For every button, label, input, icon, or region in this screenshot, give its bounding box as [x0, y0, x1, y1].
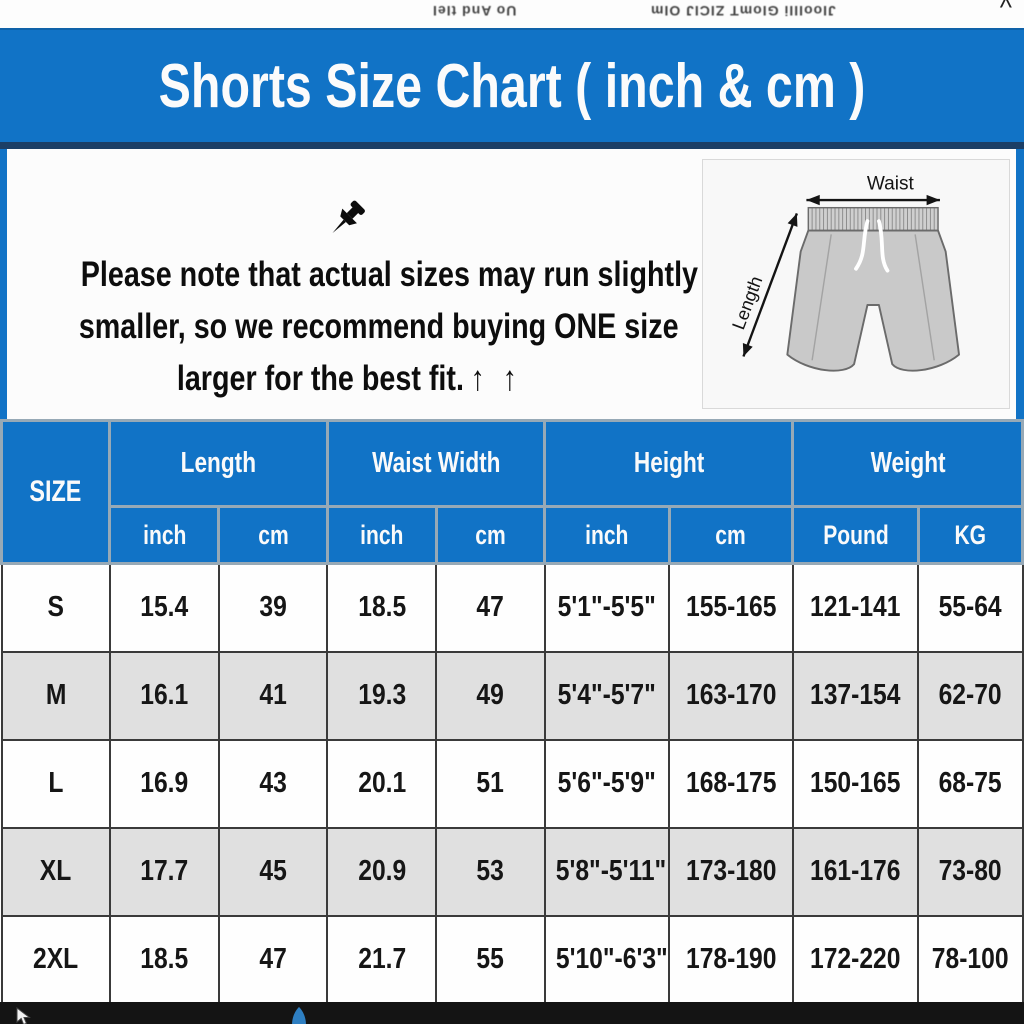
header-height: Height — [543, 419, 795, 508]
header-size: SIZE — [0, 419, 112, 565]
header-unit: KG — [916, 505, 1024, 565]
table-row-s: S 15.4 39 18.5 47 5'1"-5'5" 155-165 121-… — [0, 562, 1024, 653]
chevron-up-icon[interactable]: ^ — [999, 0, 1012, 22]
size-note: Please note that actual sizes may run sl… — [13, 197, 698, 405]
length-arrow — [742, 212, 798, 357]
cell-size: 2XL — [0, 914, 111, 1002]
bottom-bar — [0, 1002, 1024, 1024]
blue-pin-icon — [292, 1007, 306, 1024]
header-unit: Pound — [791, 505, 920, 565]
table-row-m: M 16.1 41 19.3 49 5'4"-5'7" 163-170 137-… — [0, 650, 1024, 741]
note-line-1: Please note that actual sizes may run sl… — [13, 197, 698, 301]
header-unit: cm — [217, 505, 329, 565]
length-label: Length — [728, 273, 766, 332]
pushpin-icon — [332, 200, 365, 234]
garbled-text-left: Uo And tIeI — [432, 3, 517, 19]
mouse-cursor-icon — [16, 1007, 31, 1024]
shorts-measurement-diagram: Waist Length — [702, 159, 1010, 409]
cell-size: M — [0, 650, 111, 741]
table-row-2xl: 2XL 18.5 47 21.7 55 5'10"-6'3" 178-190 1… — [0, 914, 1024, 1002]
top-strip: Uo And tIeI JIooIIIi GIomT ZICIJ OIm ^ — [0, 0, 1024, 28]
cell-size: L — [0, 738, 111, 829]
up-arrows-icon: ↑ ↑ — [470, 359, 522, 398]
note-and-diagram-section: Please note that actual sizes may run sl… — [0, 149, 1024, 419]
banner: Shorts Size Chart ( inch & cm ) — [0, 28, 1024, 149]
shorts-illustration: Waist Length — [728, 174, 960, 372]
header-group-row: SIZE Length Waist Width Height Weight — [0, 419, 1024, 565]
note-line-2: smaller, so we recommend buying ONE size — [78, 307, 679, 346]
header-unit: inch — [325, 505, 438, 565]
waist-label: Waist — [867, 174, 915, 195]
cell-size: XL — [0, 826, 111, 917]
shorts-waistband — [807, 206, 939, 232]
header-waist-width: Waist Width — [325, 419, 547, 508]
header-length: Length — [108, 419, 329, 508]
table-row-l: L 16.9 43 20.1 51 5'6"-5'9" 168-175 150-… — [0, 738, 1024, 829]
header-weight: Weight — [791, 419, 1024, 508]
header-unit-row: inch cm inch cm inch cm Pound KG — [2, 505, 1024, 565]
note-line-3: larger for the best fit. ↑ ↑ — [176, 359, 522, 398]
table-row-xl: XL 17.7 45 20.9 53 5'8"-5'11" 173-180 16… — [0, 826, 1024, 917]
size-table-wrap: SIZE Length Waist Width Height Weight in… — [0, 419, 1024, 1002]
drawstring — [876, 219, 890, 273]
page-title: Shorts Size Chart ( inch & cm ) — [158, 51, 866, 121]
cell-size: S — [0, 562, 111, 653]
size-table: SIZE Length Waist Width Height Weight in… — [0, 419, 1024, 1002]
header-unit: inch — [543, 505, 671, 565]
drawstring — [854, 219, 870, 271]
header-unit: inch — [108, 505, 221, 565]
header-unit: cm — [667, 505, 795, 565]
garbled-text-right: JIooIIIi GIomT ZICIJ OIm — [650, 3, 836, 19]
shorts-body — [786, 229, 960, 372]
header-unit: cm — [434, 505, 547, 565]
